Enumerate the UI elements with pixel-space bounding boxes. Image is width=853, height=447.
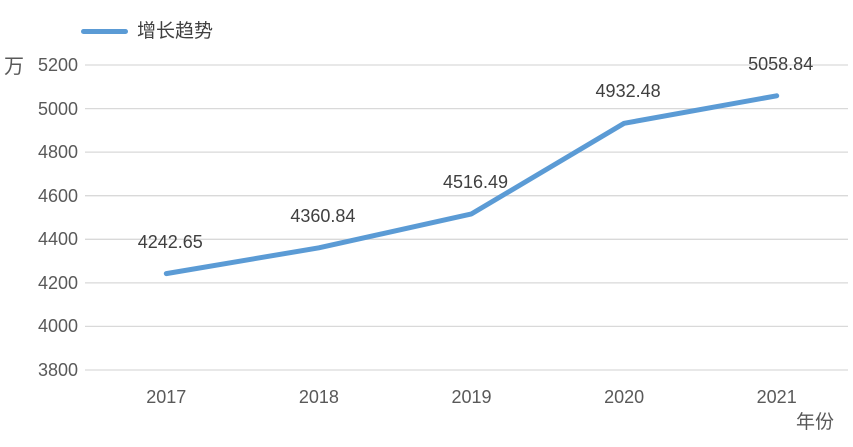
data-point-label: 5058.84 <box>748 53 814 74</box>
y-tick-label: 4400 <box>37 229 78 250</box>
y-tick-label: 5200 <box>37 55 78 75</box>
x-tick-label: 2017 <box>146 387 187 407</box>
data-point-label: 4360.84 <box>290 205 356 226</box>
trend-line <box>163 93 780 277</box>
y-tick-label: 5000 <box>37 98 78 119</box>
chart-legend: 增长趋势 <box>81 22 213 41</box>
y-axis-unit-label: 万 <box>4 56 24 78</box>
x-tick-label: 2018 <box>298 387 339 407</box>
y-tick-label: 3800 <box>37 360 78 380</box>
data-point-label: 4932.48 <box>595 81 661 102</box>
x-tick-label: 2019 <box>451 387 492 407</box>
y-tick-label: 4800 <box>37 142 78 163</box>
x-tick-label: 2020 <box>604 387 645 407</box>
x-tick-label: 2021 <box>756 387 797 407</box>
data-point-label: 4516.49 <box>442 171 509 192</box>
data-point-label: 4242.65 <box>137 231 203 252</box>
y-tick-label: 4000 <box>37 316 78 337</box>
x-axis-title: 年份 <box>796 412 835 433</box>
y-tick-label: 4200 <box>37 272 78 293</box>
legend-label: 增长趋势 <box>137 21 214 42</box>
legend-line-swatch <box>81 29 128 34</box>
y-tick-label: 4600 <box>37 185 78 206</box>
